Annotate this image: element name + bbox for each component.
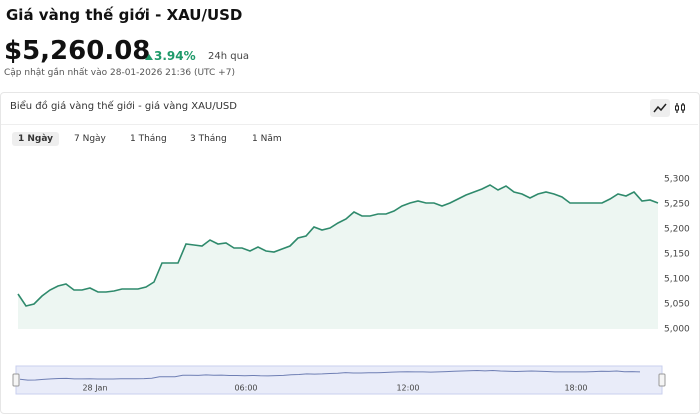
navigator-label: 06:00 [234, 384, 257, 393]
chart-type-icons [650, 99, 685, 117]
up-arrow [145, 54, 153, 60]
page-title: Giá vàng thế giới - XAU/USD [6, 6, 243, 24]
y-tick-label: 5,300 [664, 175, 690, 185]
area-fill [18, 185, 658, 329]
navigator-label: 18:00 [564, 384, 587, 393]
tab[interactable]: 1 Ngày [12, 132, 60, 146]
navigator-handle[interactable] [658, 373, 666, 387]
navigator-label: 28 Jan [82, 384, 107, 393]
updated: Cập nhật gần nhất vào 28-01-2026 21:36 (… [4, 68, 235, 78]
y-tick-label: 5,000 [664, 325, 690, 335]
period: 24h qua [208, 51, 250, 62]
chart: 5,000 5,050 5,100 5,150 5,200 5,250 5,300 28 Ja… [12, 175, 690, 395]
y-tick-label: 5,250 [664, 200, 690, 210]
navigator-label: 12:00 [396, 384, 419, 393]
page: Giá vàng thế giới - XAU/USD $5,260.08 3.… [0, 6, 700, 414]
panel-title: Biểu đồ giá vàng thế giới - giá vàng XAU… [10, 101, 237, 112]
y-tick-label: 5,100 [664, 275, 690, 285]
navigator-handle[interactable] [12, 373, 20, 387]
navigator-line [19, 369, 641, 381]
tab[interactable]: 3 Tháng [190, 134, 227, 144]
price-line [17, 184, 659, 307]
tab[interactable]: 7 Ngày [74, 134, 106, 144]
tab[interactable]: 1 Năm [252, 134, 282, 144]
price: $5,260.08 [4, 36, 151, 66]
change: 3.94% [154, 49, 196, 63]
tab[interactable]: 1 Tháng [130, 134, 167, 144]
candle-body [681, 104, 685, 111]
separator [1, 124, 698, 125]
candle-body [675, 105, 679, 111]
y-tick-label: 5,150 [664, 250, 690, 260]
y-tick-label: 5,050 [664, 300, 690, 310]
y-tick-label: 5,200 [664, 225, 690, 235]
line-icon [653, 103, 667, 113]
